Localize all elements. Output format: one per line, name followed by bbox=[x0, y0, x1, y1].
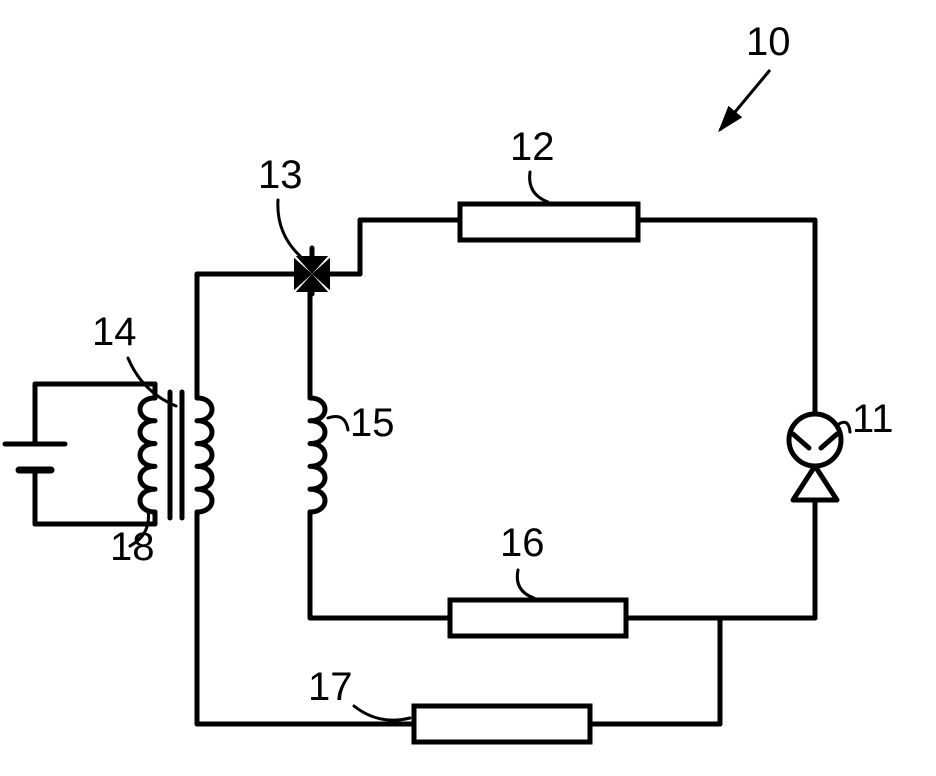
label-n12: 12 bbox=[510, 125, 555, 169]
leader-n15 bbox=[328, 416, 348, 430]
label-n16: 16 bbox=[500, 521, 545, 565]
label-n13: 13 bbox=[258, 153, 303, 197]
label-n17: 17 bbox=[308, 665, 353, 709]
label-n18: 18 bbox=[110, 525, 155, 569]
block-17 bbox=[414, 706, 590, 742]
label-n11: 11 bbox=[852, 397, 894, 441]
block-12 bbox=[460, 204, 638, 240]
leader-n10 bbox=[720, 70, 770, 130]
leader-n12 bbox=[530, 172, 548, 202]
label-n10: 10 bbox=[746, 20, 791, 64]
leader-n17 bbox=[354, 706, 410, 720]
coil-18 bbox=[140, 398, 155, 512]
compressor-base bbox=[793, 466, 837, 500]
coil-14 bbox=[197, 398, 212, 512]
leader-n16 bbox=[517, 570, 534, 598]
block-16 bbox=[450, 600, 626, 636]
label-n14: 14 bbox=[92, 310, 137, 354]
leader-n13 bbox=[278, 200, 300, 256]
coil-15 bbox=[310, 398, 325, 512]
label-n15: 15 bbox=[350, 401, 395, 445]
